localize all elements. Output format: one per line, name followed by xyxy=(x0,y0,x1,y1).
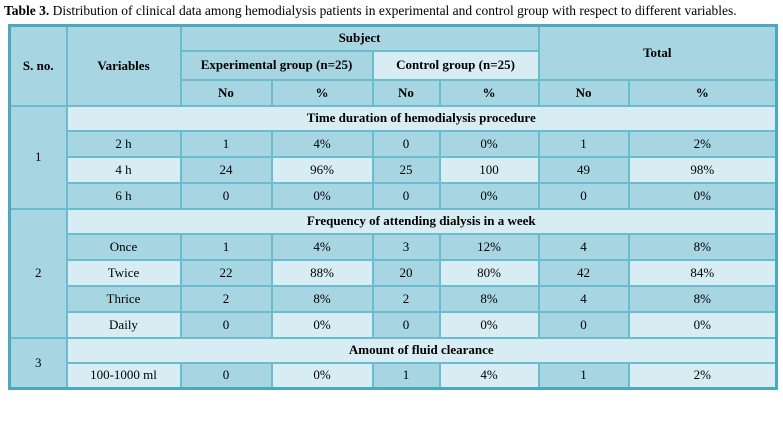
value-cell: 4% xyxy=(270,232,374,261)
table-row: Thrice 2 8% 2 8% 4 8% xyxy=(10,284,778,313)
header-row-2: Experimental group (n=25) Control group … xyxy=(10,49,777,81)
value-cell: 20 xyxy=(371,258,441,287)
value-cell: 42 xyxy=(537,258,630,287)
table-row: 6 h 0 0% 0 0% 0 0% xyxy=(10,181,778,210)
value-cell: 0 xyxy=(179,361,273,390)
value-cell: 0 xyxy=(537,181,630,210)
value-cell: 1 xyxy=(371,361,441,390)
value-cell: 0% xyxy=(438,310,540,339)
header-row-3: No % No % No % xyxy=(10,78,778,107)
table-row: 100-1000 ml 0 0% 1 4% 1 2% xyxy=(10,361,778,390)
section-2-s-no: 2 xyxy=(8,207,68,339)
variable-cell: Thrice xyxy=(65,284,182,313)
header-no-control: No xyxy=(371,78,441,107)
value-cell: 98% xyxy=(627,155,778,184)
value-cell: 49 xyxy=(537,155,630,184)
value-cell: 1 xyxy=(179,129,273,158)
table-row: 4 h 24 96% 25 100 49 98% xyxy=(10,155,778,184)
section-3-header-row: 3 Amount of fluid clearance xyxy=(8,336,778,390)
value-cell: 0% xyxy=(270,181,374,210)
header-total: Total xyxy=(537,24,778,81)
value-cell: 8% xyxy=(270,284,374,313)
section-1-header-row: 1 Time duration of hemodialysis procedur… xyxy=(8,104,778,210)
value-cell: 0 xyxy=(179,310,273,339)
header-pct-experimental: % xyxy=(270,78,374,107)
header-no-experimental: No xyxy=(179,78,273,107)
value-cell: 2% xyxy=(627,129,778,158)
header-s-no: S. no. xyxy=(8,24,68,107)
header-variables: Variables xyxy=(65,24,182,107)
variable-cell: 6 h xyxy=(65,181,182,210)
caption-text: Distribution of clinical data among hemo… xyxy=(49,3,737,18)
table-caption: Table 3. Distribution of clinical data a… xyxy=(4,2,778,19)
value-cell: 96% xyxy=(270,155,374,184)
header-pct-total: % xyxy=(627,78,778,107)
value-cell: 84% xyxy=(627,258,778,287)
header-pct-control: % xyxy=(438,78,540,107)
value-cell: 8% xyxy=(627,284,778,313)
value-cell: 4 xyxy=(537,232,630,261)
header-subject: Subject xyxy=(179,24,540,52)
value-cell: 2% xyxy=(627,361,778,390)
section-2-title: Frequency of attending dialysis in a wee… xyxy=(65,207,778,235)
variable-cell: 4 h xyxy=(65,155,182,184)
variable-cell: 100-1000 ml xyxy=(65,361,182,390)
value-cell: 100 xyxy=(438,155,540,184)
value-cell: 80% xyxy=(438,258,540,287)
section-2-header-row: 2 Frequency of attending dialysis in a w… xyxy=(8,207,778,339)
value-cell: 0 xyxy=(179,181,273,210)
variable-cell: 2 h xyxy=(65,129,182,158)
value-cell: 0% xyxy=(438,129,540,158)
value-cell: 25 xyxy=(371,155,441,184)
value-cell: 1 xyxy=(537,361,630,390)
value-cell: 8% xyxy=(627,232,778,261)
section-1-s-no: 1 xyxy=(8,104,68,210)
value-cell: 1 xyxy=(179,232,273,261)
value-cell: 2 xyxy=(371,284,441,313)
header-experimental-group: Experimental group (n=25) xyxy=(179,49,374,81)
section-3-title: Amount of fluid clearance xyxy=(65,336,778,364)
variable-cell: Once xyxy=(65,232,182,261)
header-no-total: No xyxy=(537,78,630,107)
caption-label: Table 3. xyxy=(4,3,50,18)
section-3-s-no: 3 xyxy=(8,336,68,390)
value-cell: 1 xyxy=(537,129,630,158)
value-cell: 8% xyxy=(438,284,540,313)
variable-cell: Daily xyxy=(65,310,182,339)
value-cell: 0% xyxy=(270,310,374,339)
header-row-1: S. no. Variables Subject Total xyxy=(8,24,778,107)
value-cell: 4% xyxy=(438,361,540,390)
table-row: Daily 0 0% 0 0% 0 0% xyxy=(10,310,778,339)
value-cell: 0 xyxy=(371,310,441,339)
value-cell: 3 xyxy=(371,232,441,261)
table-row: 2 h 1 4% 0 0% 1 2% xyxy=(10,129,778,158)
section-1-title: Time duration of hemodialysis procedure xyxy=(65,104,778,132)
value-cell: 2 xyxy=(179,284,273,313)
value-cell: 24 xyxy=(179,155,273,184)
table-row: Once 1 4% 3 12% 4 8% xyxy=(10,232,778,261)
variable-cell: Twice xyxy=(65,258,182,287)
value-cell: 12% xyxy=(438,232,540,261)
value-cell: 22 xyxy=(179,258,273,287)
value-cell: 0 xyxy=(371,181,441,210)
value-cell: 0 xyxy=(371,129,441,158)
value-cell: 4% xyxy=(270,129,374,158)
value-cell: 0 xyxy=(537,310,630,339)
value-cell: 4 xyxy=(537,284,630,313)
clinical-data-table: S. no. Variables Subject Total Experimen… xyxy=(8,24,779,390)
value-cell: 0% xyxy=(438,181,540,210)
value-cell: 88% xyxy=(270,258,374,287)
header-control-group: Control group (n=25) xyxy=(371,49,540,81)
table-row: Twice 22 88% 20 80% 42 84% xyxy=(10,258,778,287)
value-cell: 0% xyxy=(627,181,778,210)
value-cell: 0% xyxy=(270,361,374,390)
value-cell: 0% xyxy=(627,310,778,339)
